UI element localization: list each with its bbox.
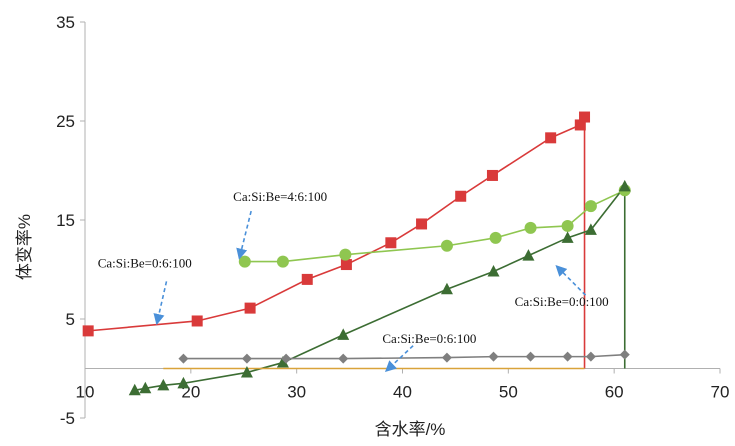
x-tick-label: 60 <box>605 383 624 402</box>
data-point-dark-green-triangles <box>128 383 141 396</box>
annotation-label: Ca:Si:Be=4:6:100 <box>233 189 327 204</box>
data-point-green-circles <box>561 219 574 232</box>
annotation-arrow <box>555 264 587 296</box>
series-line-gray-diamonds <box>183 353 625 360</box>
series-markers <box>82 111 631 396</box>
annotation-label: Ca:Si:Be=0:0:100 <box>515 294 609 309</box>
annotation-label: Ca:Si:Be=0:6:100 <box>98 256 192 271</box>
data-point-gray-diamonds <box>441 352 452 363</box>
data-point-gray-diamonds <box>525 351 536 362</box>
annotation-arrow <box>384 345 414 373</box>
series-line-dark-green-triangles <box>134 185 626 392</box>
data-point-red-squares <box>455 190 467 202</box>
data-point-dark-green-triangles <box>487 264 500 277</box>
y-tick-label: 25 <box>56 112 75 131</box>
data-point-green-circles <box>440 239 453 252</box>
data-point-dark-green-triangles <box>618 179 631 192</box>
data-point-green-circles <box>339 248 352 261</box>
x-tick-label: 10 <box>76 383 95 402</box>
data-point-gray-diamonds <box>562 351 573 362</box>
data-point-dark-green-triangles <box>522 249 535 261</box>
data-point-green-circles <box>238 255 251 268</box>
y-axis-label: 体变率% <box>15 214 34 280</box>
data-point-red-squares <box>191 315 203 327</box>
annotations: Ca:Si:Be=4:6:100 Ca:Si:Be=0:6:100 Ca:Si:Be… <box>98 189 609 373</box>
data-point-gray-diamonds <box>585 351 596 362</box>
data-point-gray-diamonds <box>241 353 252 364</box>
annotation-arrow <box>236 210 252 260</box>
data-point-green-circles <box>276 255 289 268</box>
data-point-red-squares <box>416 218 428 230</box>
data-point-red-squares <box>385 237 397 249</box>
y-tick-label: 35 <box>56 13 75 32</box>
data-point-green-circles <box>489 231 502 244</box>
x-axis-label: 含水率/% <box>375 420 446 439</box>
data-point-red-squares <box>340 259 352 271</box>
data-point-green-circles <box>584 200 597 213</box>
y-tick-label: 15 <box>56 211 75 230</box>
data-point-gray-diamonds <box>619 349 630 360</box>
data-point-gray-diamonds <box>488 351 499 362</box>
data-point-red-squares <box>545 132 557 144</box>
data-point-dark-green-triangles <box>276 356 289 368</box>
data-point-dark-green-triangles <box>177 376 190 389</box>
data-point-green-circles <box>524 221 537 234</box>
y-tick-label: -5 <box>60 409 75 428</box>
annotation-arrow <box>153 281 168 326</box>
x-tick-label: 50 <box>499 383 518 402</box>
data-point-red-squares <box>579 111 591 123</box>
data-point-gray-diamonds <box>281 353 292 364</box>
data-point-red-squares <box>244 302 256 314</box>
annotation-label: Ca:Si:Be=0:6:100 <box>382 331 476 346</box>
x-tick-label: 30 <box>287 383 306 402</box>
data-point-red-squares <box>82 325 94 337</box>
data-point-dark-green-triangles <box>157 378 170 391</box>
data-point-dark-green-triangles <box>561 231 574 243</box>
data-point-red-squares <box>301 273 313 285</box>
data-point-dark-green-triangles <box>240 365 253 378</box>
x-tick-label: 40 <box>393 383 412 402</box>
data-point-dark-green-triangles <box>440 282 453 295</box>
data-point-gray-diamonds <box>338 353 349 364</box>
series-lines <box>88 116 626 392</box>
data-point-dark-green-triangles <box>584 223 597 235</box>
x-tick-label: 70 <box>711 383 730 402</box>
y-tick-label: 5 <box>66 310 75 329</box>
data-point-gray-diamonds <box>178 353 189 364</box>
data-point-red-squares <box>574 119 586 131</box>
data-point-red-squares <box>486 169 498 181</box>
data-point-dark-green-triangles <box>337 328 350 340</box>
data-point-dark-green-triangles <box>139 381 152 394</box>
